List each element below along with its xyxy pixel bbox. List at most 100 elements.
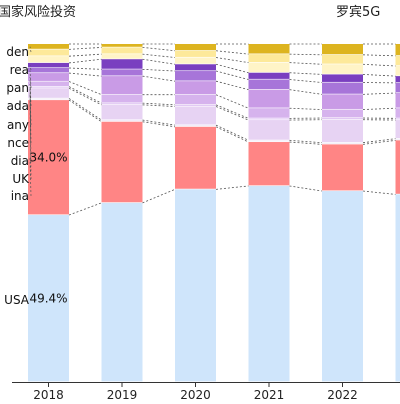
connector-korea-4 — [363, 74, 396, 76]
connector-korea-3 — [290, 73, 323, 75]
bar-segment-france-2023 — [396, 118, 400, 119]
chart-subtitle: 罗宾5G — [336, 4, 380, 20]
row-label-japan: pan — [6, 81, 29, 95]
connector-usa-1 — [143, 189, 176, 203]
connector-japan-2 — [216, 71, 249, 79]
bar-segment-uk-2019 — [102, 120, 143, 121]
connector-korea-1 — [143, 59, 176, 64]
connector-korea-2 — [216, 64, 249, 72]
bar-segment-india-2022 — [322, 120, 363, 142]
bar-segment-israel-2021 — [249, 54, 290, 62]
connector-other-2 — [216, 58, 249, 63]
row-label-india: dia — [11, 154, 29, 168]
connector-china-3 — [290, 142, 323, 144]
bar-segment-other-2019 — [102, 54, 143, 58]
connector-china-0 — [69, 100, 102, 122]
connector-other-0 — [69, 54, 102, 56]
bar-segment-korea-2019 — [102, 59, 143, 69]
bar-segment-israel-2020 — [175, 51, 216, 57]
bar-segment-canada-2020 — [175, 81, 216, 94]
data-label-usa-2018: 49.4% — [29, 292, 67, 306]
bar-segment-sweden-2020 — [175, 44, 216, 50]
bar-segment-germany-2018 — [28, 82, 69, 86]
bar-segment-usa-2023 — [396, 194, 400, 381]
bar-segment-china-2021 — [249, 142, 290, 185]
connector-france-1 — [143, 103, 176, 105]
bar-segment-india-2019 — [102, 105, 143, 120]
bar-group-2022 — [322, 44, 363, 381]
bar-segment-sweden-2023 — [396, 44, 400, 55]
x-axis: 201820192020202120222023 — [12, 382, 400, 400]
bar-segment-other-2022 — [322, 64, 363, 74]
bar-segment-france-2021 — [249, 118, 290, 119]
bar-segment-korea-2022 — [322, 74, 363, 82]
bar-segment-india-2021 — [249, 120, 290, 140]
connector-france-0 — [69, 87, 102, 104]
bar-segment-sweden-2018 — [28, 44, 69, 49]
row-label-usa: USA — [4, 293, 30, 307]
bar-segment-china-2022 — [322, 144, 363, 190]
bar-segment-japan-2021 — [249, 79, 290, 89]
connector-germany-0 — [69, 82, 102, 95]
data-label-china-2018: 34.0% — [29, 151, 67, 165]
connector-germany-4 — [363, 108, 396, 109]
bar-segment-korea-2023 — [396, 76, 400, 82]
connector-india-1 — [143, 105, 176, 107]
x-tick-label-2018: 2018 — [33, 388, 64, 400]
connector-usa-3 — [290, 186, 323, 191]
bar-segment-japan-2020 — [175, 71, 216, 81]
bar-segment-china-2020 — [175, 127, 216, 189]
bar-segment-france-2018 — [28, 87, 69, 88]
chart-title: 国家风险投资 — [0, 4, 76, 20]
bar-segment-germany-2023 — [396, 108, 400, 118]
bar-segment-other-2020 — [175, 58, 216, 64]
bar-segment-korea-2018 — [28, 63, 69, 67]
connector-japan-0 — [69, 68, 102, 69]
bar-segment-usa-2020 — [175, 189, 216, 381]
bar-group-2023 — [396, 44, 400, 381]
connector-israel-0 — [69, 47, 102, 49]
bar-segment-france-2019 — [102, 103, 143, 104]
connector-japan-3 — [290, 79, 323, 82]
connector-germany-3 — [290, 108, 323, 109]
bar-segment-canada-2018 — [28, 73, 69, 81]
connector-india-0 — [69, 88, 102, 105]
connector-germany-2 — [216, 95, 249, 109]
bar-segment-korea-2020 — [175, 64, 216, 70]
connector-japan-1 — [143, 69, 176, 71]
connector-usa-0 — [69, 203, 102, 215]
row-label-korea: rea — [10, 63, 29, 77]
row-label-germany: any — [7, 118, 29, 132]
bar-segment-china-2019 — [102, 122, 143, 203]
bar-segment-korea-2021 — [249, 73, 290, 79]
row-label-canada: ada — [7, 99, 29, 113]
bar-segment-japan-2023 — [396, 83, 400, 93]
bar-segment-japan-2022 — [322, 83, 363, 94]
connector-india-2 — [216, 107, 249, 121]
x-tick-label-2022: 2022 — [327, 388, 358, 400]
bar-segment-germany-2019 — [102, 95, 143, 103]
bar-segment-china-2023 — [396, 140, 400, 193]
bar-segment-uk-2022 — [322, 143, 363, 144]
connector-israel-2 — [216, 51, 249, 54]
bar-group-2020 — [175, 44, 216, 381]
row-label-france: nce — [7, 136, 29, 150]
bar-segment-israel-2022 — [322, 55, 363, 64]
bar-segment-germany-2022 — [322, 110, 363, 118]
x-tick-label-2020: 2020 — [180, 388, 211, 400]
connector-usa-2 — [216, 186, 249, 189]
bar-segment-uk-2023 — [396, 139, 400, 140]
bar-segment-canada-2023 — [396, 93, 400, 108]
bar-segment-france-2020 — [175, 105, 216, 106]
x-tick-label-2021: 2021 — [254, 388, 285, 400]
connector-uk-2 — [216, 125, 249, 140]
bar-segment-usa-2019 — [102, 203, 143, 382]
row-label-uk: UK — [12, 172, 30, 186]
bar-segment-sweden-2022 — [322, 44, 363, 54]
bar-segment-france-2022 — [322, 118, 363, 119]
x-tick-label-2019: 2019 — [107, 388, 138, 400]
bar-segment-israel-2019 — [102, 47, 143, 53]
connector-uk-0 — [69, 98, 102, 120]
bar-segment-uk-2021 — [249, 140, 290, 141]
bar-segment-india-2020 — [175, 107, 216, 125]
